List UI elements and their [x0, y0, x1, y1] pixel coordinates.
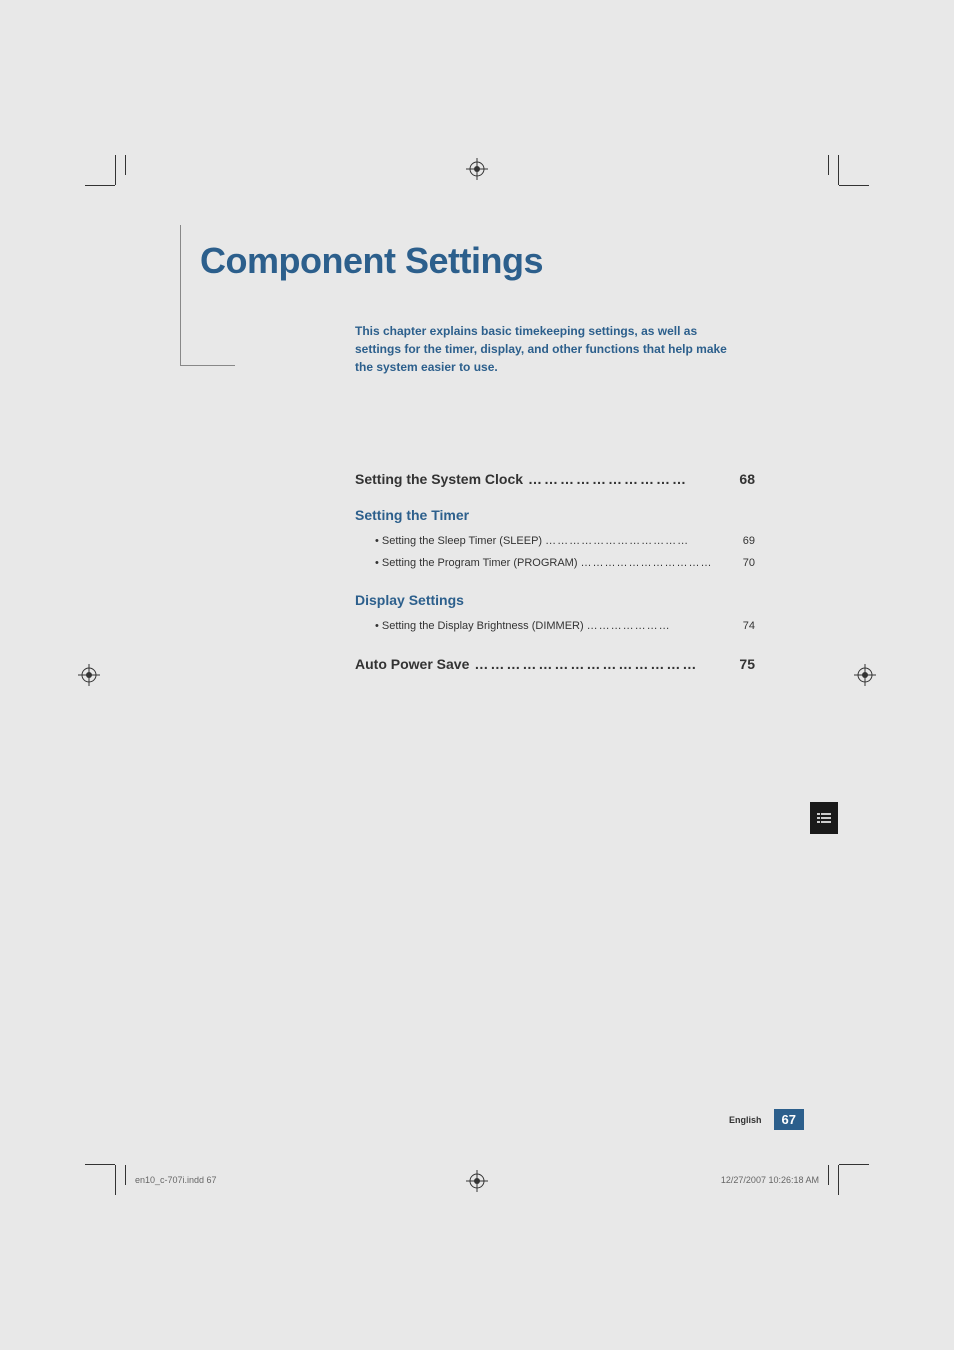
crop-mark-horizontal-bottom-right: [839, 1164, 869, 1165]
crop-mark-horizontal-top-right: [839, 185, 869, 186]
chapter-title: Component Settings: [200, 240, 824, 282]
toc-dimmer-page: 74: [743, 618, 755, 636]
toc-display-header: Display Settings: [355, 592, 755, 608]
footer-page-number: 67: [774, 1109, 804, 1130]
registration-mark-left: [78, 664, 100, 686]
toc-dots: ……………………………………: [474, 656, 734, 672]
toc-system-clock-line: Setting the System Clock ………………………… 68: [355, 471, 755, 487]
registration-mark-right: [854, 664, 876, 686]
table-of-contents: Setting the System Clock ………………………… 68 S…: [355, 471, 755, 672]
crop-mark-horizontal-bottom-left: [85, 1164, 115, 1165]
toc-timer-item-2: • Setting the Program Timer (PROGRAM) ………: [375, 555, 755, 573]
toc-sleep-timer-label: • Setting the Sleep Timer (SLEEP): [375, 533, 542, 551]
footer-language: English: [729, 1115, 762, 1125]
toc-sleep-timer-page: 69: [743, 533, 755, 551]
title-container: Component Settings: [130, 240, 824, 282]
chapter-intro: This chapter explains basic timekeeping …: [355, 322, 735, 376]
page-footer: English 67: [729, 1109, 804, 1130]
toc-dimmer-label: • Setting the Display Brightness (DIMMER…: [375, 618, 584, 636]
print-metadata: en10_c-707i.indd 67 12/27/2007 10:26:18 …: [135, 1175, 819, 1185]
toc-auto-power-save-line: Auto Power Save …………………………………… 75: [355, 656, 755, 672]
toc-dots: …………………: [587, 618, 740, 636]
toc-display-item-1: • Setting the Display Brightness (DIMMER…: [375, 618, 755, 636]
section-tab-icon: [810, 802, 838, 834]
toc-timer-header: Setting the Timer: [355, 507, 755, 523]
title-bracket-vertical: [180, 225, 181, 365]
toc-system-clock-label: Setting the System Clock: [355, 471, 523, 487]
title-bracket-horizontal: [180, 365, 235, 366]
toc-dots: …………………………: [528, 471, 734, 487]
toc-system-clock-page: 68: [739, 471, 755, 487]
toc-program-timer-page: 70: [743, 555, 755, 573]
toc-dots: ………………………………: [545, 533, 740, 551]
toc-timer-item-1: • Setting the Sleep Timer (SLEEP) …………………: [375, 533, 755, 551]
print-filename: en10_c-707i.indd 67: [135, 1175, 217, 1185]
toc-program-timer-label: • Setting the Program Timer (PROGRAM): [375, 555, 578, 573]
toc-auto-power-save-label: Auto Power Save: [355, 656, 469, 672]
registration-mark-top: [466, 158, 488, 180]
toc-dots: ……………………………: [581, 555, 740, 573]
toc-auto-power-save-page: 75: [739, 656, 755, 672]
page-content: Component Settings This chapter explains…: [130, 190, 824, 1160]
print-timestamp: 12/27/2007 10:26:18 AM: [721, 1175, 819, 1185]
crop-mark-horizontal-top-left: [85, 185, 115, 186]
